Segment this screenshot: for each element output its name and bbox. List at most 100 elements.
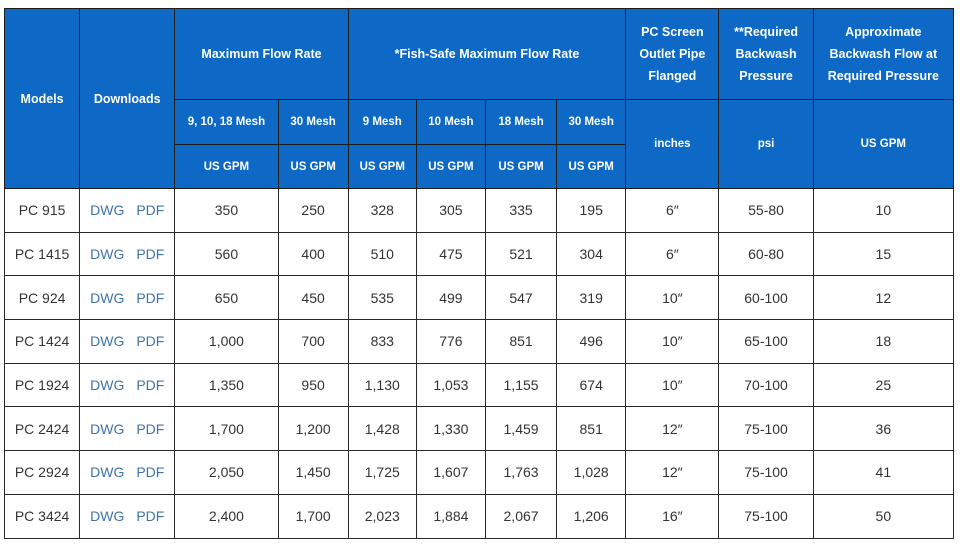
header-fs-mesh-18: 18 Mesh xyxy=(484,99,558,145)
pdf-download-link[interactable]: PDF xyxy=(136,246,165,263)
dwg-download-link[interactable]: DWG xyxy=(90,420,125,437)
cell-max-flow-9-10-18-mesh: 650 xyxy=(174,275,279,321)
pdf-download-link[interactable]: PDF xyxy=(136,420,165,437)
cell-fish-safe-9-mesh: 1,428 xyxy=(347,406,417,452)
cell-fish-safe-10-mesh: 1,330 xyxy=(415,406,486,452)
table-row: PC 924 DWG PDF 650 450 535 499 547 319 10″ 60-100 1… xyxy=(3,275,955,321)
dwg-download-link[interactable]: DWG xyxy=(90,202,125,219)
cell-outlet-size: 10″ xyxy=(625,362,720,408)
cell-model: PC 2924 xyxy=(3,450,81,495)
cell-fish-safe-18-mesh: 851 xyxy=(484,319,558,364)
cell-fish-safe-18-mesh: 1,155 xyxy=(484,362,558,408)
cell-downloads: DWG PDF xyxy=(79,188,176,233)
header-downloads: Downloads xyxy=(79,8,176,189)
header-unit-backwash-gpm: US GPM xyxy=(812,99,955,189)
cell-backwash-flow: 36 xyxy=(812,406,955,452)
cell-backwash-flow: 41 xyxy=(812,450,955,495)
cell-max-flow-30-mesh: 450 xyxy=(277,275,349,321)
cell-backwash-flow: 15 xyxy=(812,231,955,277)
cell-fish-safe-10-mesh: 1,053 xyxy=(415,362,486,408)
pdf-download-link[interactable]: PDF xyxy=(136,333,165,350)
cell-fish-safe-9-mesh: 1,725 xyxy=(347,450,417,495)
header-unit-gpm: US GPM xyxy=(174,144,279,189)
cell-fish-safe-10-mesh: 475 xyxy=(415,231,486,277)
cell-downloads: DWG PDF xyxy=(79,362,176,408)
header-unit-gpm: US GPM xyxy=(347,144,417,189)
cell-max-flow-30-mesh: 700 xyxy=(277,319,349,364)
table-header: Models Downloads Maximum Flow Rate *Fish… xyxy=(3,8,955,189)
cell-backwash-flow: 12 xyxy=(812,275,955,321)
cell-outlet-size: 10″ xyxy=(625,275,720,321)
cell-fish-safe-9-mesh: 1,130 xyxy=(347,362,417,408)
dwg-download-link[interactable]: DWG xyxy=(90,246,125,263)
flow-rate-spec-table: Models Downloads Maximum Flow Rate *Fish… xyxy=(3,8,955,539)
cell-max-flow-30-mesh: 250 xyxy=(277,188,349,233)
cell-max-flow-9-10-18-mesh: 1,700 xyxy=(174,406,279,452)
cell-downloads: DWG PDF xyxy=(79,450,176,495)
cell-fish-safe-10-mesh: 776 xyxy=(415,319,486,364)
header-mesh-9-10-18: 9, 10, 18 Mesh xyxy=(174,99,279,145)
cell-fish-safe-18-mesh: 1,459 xyxy=(484,406,558,452)
cell-backwash-flow: 10 xyxy=(812,188,955,233)
table-row: PC 2924 DWG PDF 2,050 1,450 1,725 1,607 1,763 1,… xyxy=(3,450,955,495)
pdf-download-link[interactable]: PDF xyxy=(136,508,165,525)
pdf-download-link[interactable]: PDF xyxy=(136,377,165,394)
cell-downloads: DWG PDF xyxy=(79,275,176,321)
cell-max-flow-9-10-18-mesh: 1,350 xyxy=(174,362,279,408)
header-backwash-pressure: **Required Backwash Pressure xyxy=(718,8,814,100)
cell-fish-safe-30-mesh: 1,206 xyxy=(556,493,627,539)
header-unit-gpm: US GPM xyxy=(556,144,627,189)
cell-outlet-size: 6″ xyxy=(625,188,720,233)
header-backwash-flow: Approximate Backwash Flow at Required Pr… xyxy=(812,8,955,100)
pdf-download-link[interactable]: PDF xyxy=(136,464,165,481)
cell-fish-safe-30-mesh: 1,028 xyxy=(556,450,627,495)
table-row: PC 3424 DWG PDF 2,400 1,700 2,023 1,884 2,067 1,… xyxy=(3,493,955,539)
header-row-mesh: 9, 10, 18 Mesh 30 Mesh 9 Mesh 10 Mesh 18… xyxy=(5,99,955,189)
cell-fish-safe-30-mesh: 496 xyxy=(556,319,627,364)
header-unit-gpm: US GPM xyxy=(415,144,486,189)
header-fs-mesh-30: 30 Mesh xyxy=(556,99,627,145)
header-fs-mesh-10: 10 Mesh xyxy=(415,99,486,145)
dwg-download-link[interactable]: DWG xyxy=(90,464,125,481)
cell-backwash-pressure: 75-100 xyxy=(718,406,814,452)
cell-backwash-flow: 25 xyxy=(812,362,955,408)
cell-max-flow-30-mesh: 1,700 xyxy=(277,493,349,539)
cell-outlet-size: 12″ xyxy=(625,406,720,452)
header-unit-inches: inches xyxy=(625,99,720,189)
cell-max-flow-9-10-18-mesh: 2,050 xyxy=(174,450,279,495)
cell-backwash-pressure: 75-100 xyxy=(718,493,814,539)
dwg-download-link[interactable]: DWG xyxy=(90,333,125,350)
cell-model: PC 3424 xyxy=(3,493,81,539)
cell-outlet-size: 10″ xyxy=(625,319,720,364)
cell-fish-safe-9-mesh: 833 xyxy=(347,319,417,364)
cell-max-flow-9-10-18-mesh: 350 xyxy=(174,188,279,233)
pdf-download-link[interactable]: PDF xyxy=(136,289,165,306)
cell-model: PC 1415 xyxy=(3,231,81,277)
cell-fish-safe-9-mesh: 510 xyxy=(347,231,417,277)
cell-fish-safe-18-mesh: 335 xyxy=(484,188,558,233)
cell-backwash-pressure: 55-80 xyxy=(718,188,814,233)
header-outlet-pipe: PC Screen Outlet Pipe Flanged xyxy=(625,8,720,100)
dwg-download-link[interactable]: DWG xyxy=(90,508,125,525)
cell-outlet-size: 16″ xyxy=(625,493,720,539)
cell-model: PC 924 xyxy=(3,275,81,321)
cell-fish-safe-9-mesh: 328 xyxy=(347,188,417,233)
pdf-download-link[interactable]: PDF xyxy=(136,202,165,219)
cell-fish-safe-9-mesh: 535 xyxy=(347,275,417,321)
table-row: PC 1415 DWG PDF 560 400 510 475 521 304 6″ 60-80 15 xyxy=(3,231,955,277)
dwg-download-link[interactable]: DWG xyxy=(90,289,125,306)
cell-backwash-flow: 18 xyxy=(812,319,955,364)
cell-backwash-flow: 50 xyxy=(812,493,955,539)
cell-fish-safe-9-mesh: 2,023 xyxy=(347,493,417,539)
header-unit-gpm: US GPM xyxy=(484,144,558,189)
cell-backwash-pressure: 65-100 xyxy=(718,319,814,364)
dwg-download-link[interactable]: DWG xyxy=(90,377,125,394)
header-row-units: US GPM US GPM US GPM US GPM US GPM US GP… xyxy=(5,144,954,189)
table-row: PC 1424 DWG PDF 1,000 700 833 776 851 496 10″ 65-1… xyxy=(3,319,955,364)
cell-fish-safe-10-mesh: 305 xyxy=(415,188,486,233)
cell-downloads: DWG PDF xyxy=(79,231,176,277)
cell-model: PC 1424 xyxy=(3,319,81,364)
cell-fish-safe-10-mesh: 499 xyxy=(415,275,486,321)
cell-backwash-pressure: 60-80 xyxy=(718,231,814,277)
cell-model: PC 1924 xyxy=(3,362,81,408)
